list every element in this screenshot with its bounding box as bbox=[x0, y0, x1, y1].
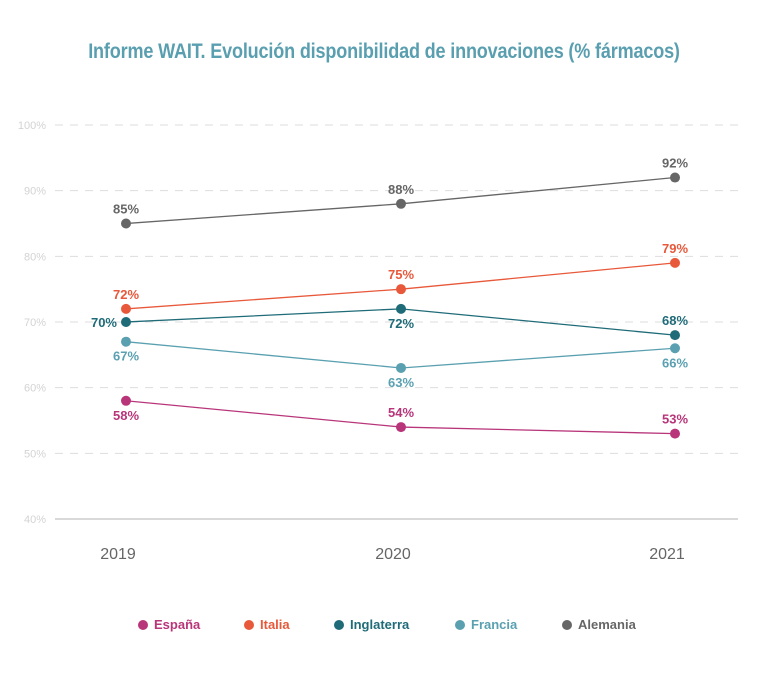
legend-item-francia: Francia bbox=[455, 617, 517, 632]
data-point-espana bbox=[670, 428, 680, 439]
data-point-espana bbox=[396, 422, 406, 433]
data-label-inglaterra: 68% bbox=[662, 313, 688, 328]
legend-label: Inglaterra bbox=[350, 617, 410, 632]
x-tick-label: 2021 bbox=[649, 546, 685, 563]
data-label-francia: 67% bbox=[113, 349, 139, 364]
legend-label: España bbox=[154, 617, 201, 632]
y-tick-label: 60% bbox=[24, 383, 46, 395]
data-point-italia bbox=[121, 303, 131, 314]
legend-marker-icon bbox=[455, 619, 465, 630]
data-label-inglaterra: 70% bbox=[91, 315, 117, 330]
data-point-alemania bbox=[121, 218, 131, 229]
data-label-alemania: 92% bbox=[662, 156, 688, 171]
data-label-espana: 58% bbox=[113, 408, 139, 423]
data-label-francia: 63% bbox=[388, 375, 414, 390]
y-tick-label: 80% bbox=[24, 251, 46, 263]
x-axis-ticks: 2019 2020 2021 bbox=[100, 546, 685, 563]
data-point-inglaterra bbox=[396, 303, 406, 314]
chart-title: Informe WAIT. Evolución disponibilidad d… bbox=[88, 40, 680, 63]
data-point-italia bbox=[670, 257, 680, 268]
data-point-alemania bbox=[670, 172, 680, 183]
legend-label: Italia bbox=[260, 617, 290, 632]
data-point-francia bbox=[396, 362, 406, 373]
x-tick-label: 2020 bbox=[375, 546, 411, 563]
data-point-alemania bbox=[396, 198, 406, 209]
data-label-espana: 54% bbox=[388, 405, 414, 420]
data-point-italia bbox=[396, 284, 406, 295]
series-points bbox=[121, 172, 680, 439]
legend-item-italia: Italia bbox=[244, 617, 290, 632]
y-tick-label: 40% bbox=[24, 514, 46, 526]
data-labels: 58% 54% 53% 72% 75% 79% 70% 72% 68% 67% 63% 66% 85% 8… bbox=[91, 156, 688, 427]
data-label-francia: 66% bbox=[662, 355, 688, 370]
y-tick-label: 100% bbox=[18, 120, 46, 132]
gridlines bbox=[55, 124, 738, 520]
y-tick-label: 70% bbox=[24, 317, 46, 329]
legend-marker-icon bbox=[244, 619, 254, 630]
data-point-inglaterra bbox=[121, 317, 131, 327]
legend-item-alemania: Alemania bbox=[562, 617, 636, 632]
data-label-italia: 79% bbox=[662, 241, 688, 256]
data-label-alemania: 88% bbox=[388, 182, 414, 197]
data-point-espana bbox=[121, 395, 131, 406]
legend: España Italia Inglaterra Francia Alemania bbox=[0, 617, 768, 637]
y-axis-ticks: 40% 50% 60% 70% 80% 90% 100% bbox=[18, 120, 46, 526]
data-label-espana: 53% bbox=[662, 412, 688, 427]
data-label-inglaterra: 72% bbox=[388, 316, 414, 331]
x-tick-label: 2019 bbox=[100, 546, 136, 563]
data-point-inglaterra bbox=[670, 330, 680, 341]
legend-marker-icon bbox=[334, 619, 344, 630]
legend-marker-icon bbox=[138, 619, 148, 630]
legend-marker-icon bbox=[562, 619, 572, 630]
legend-item-inglaterra: Inglaterra bbox=[334, 617, 409, 632]
legend-label: Francia bbox=[471, 617, 518, 632]
y-tick-label: 50% bbox=[24, 448, 46, 460]
y-tick-label: 90% bbox=[24, 186, 46, 198]
data-point-francia bbox=[121, 336, 131, 347]
data-label-italia: 72% bbox=[113, 287, 139, 302]
data-label-alemania: 85% bbox=[113, 202, 139, 217]
legend-item-espana: España bbox=[138, 617, 200, 632]
legend-label: Alemania bbox=[578, 617, 636, 632]
data-label-italia: 75% bbox=[388, 267, 414, 282]
data-point-francia bbox=[670, 343, 680, 354]
